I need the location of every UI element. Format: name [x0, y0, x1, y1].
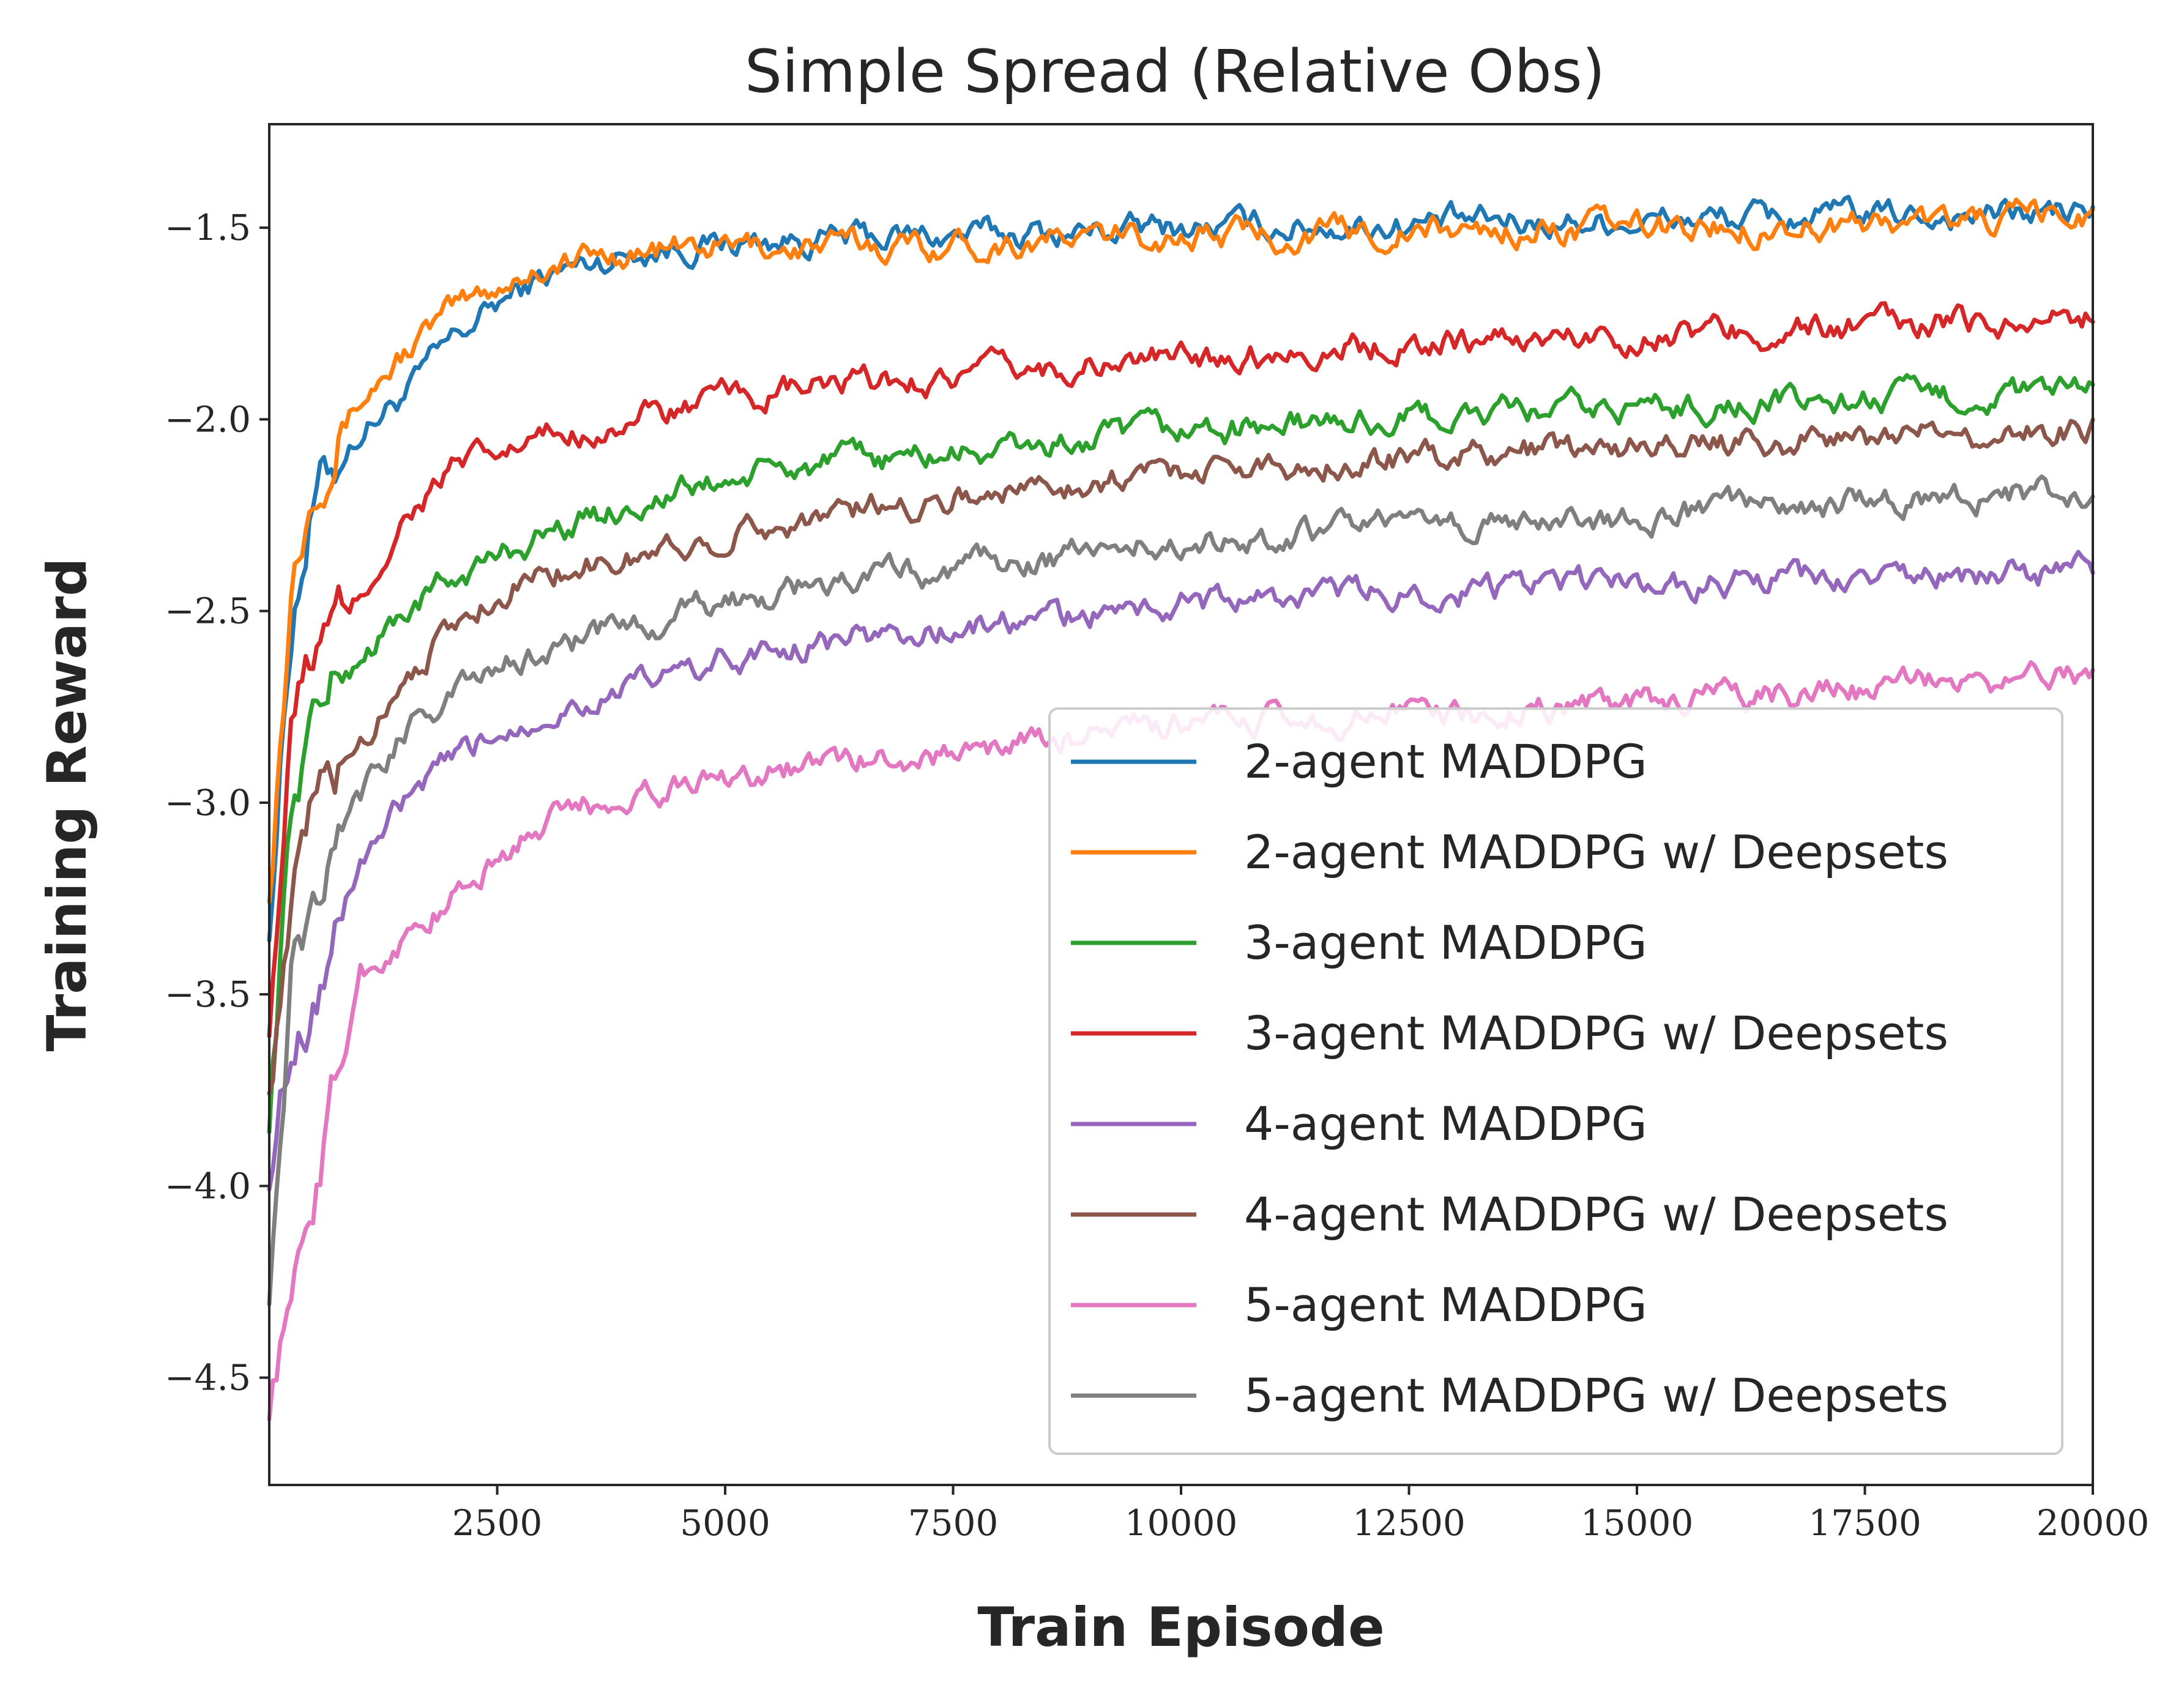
- x-tick-label: 2500: [452, 1502, 543, 1544]
- legend-label: 3-agent MADDPG: [1244, 915, 1647, 970]
- y-tick-label: −4.0: [165, 1165, 251, 1207]
- y-tick-label: −2.5: [165, 590, 251, 632]
- x-tick-label: 17500: [1808, 1502, 1921, 1544]
- legend-label: 4-agent MADDPG: [1244, 1096, 1647, 1151]
- y-axis-label: Training Reward: [35, 558, 99, 1052]
- series-line: [267, 417, 2095, 1096]
- legend-box: [1048, 707, 2063, 1455]
- series-line: [267, 301, 2095, 1038]
- legend-label: 5-agent MADDPG w/ Deepsets: [1244, 1368, 1948, 1423]
- legend-label: 2-agent MADDPG w/ Deepsets: [1244, 825, 1948, 879]
- x-tick-label: 5000: [680, 1502, 770, 1544]
- legend-label: 2-agent MADDPG: [1244, 734, 1647, 789]
- legend: 2-agent MADDPG 2-agent MADDPG w/ Deepsets…: [1048, 707, 2063, 1455]
- chart-title: Simple Spread (Relative Obs): [745, 37, 1605, 106]
- x-axis-label: Train Episode: [977, 1596, 1384, 1659]
- series-line: [267, 474, 2095, 1307]
- series-line: [267, 373, 2095, 1134]
- x-tick-label: 10000: [1125, 1502, 1238, 1544]
- legend-label: 3-agent MADDPG w/ Deepsets: [1244, 1006, 1948, 1060]
- legend-label: 5-agent MADDPG: [1244, 1278, 1647, 1332]
- y-tick-label: −2.0: [165, 398, 251, 440]
- x-axis: 2500 5000 7500 10000 12500 15000 17500 20000: [452, 1485, 2150, 1544]
- y-tick-label: −3.0: [165, 782, 251, 824]
- y-tick-label: −4.5: [165, 1357, 251, 1399]
- y-tick-label: −3.5: [165, 973, 251, 1015]
- series-line: [267, 549, 2095, 1192]
- y-axis: −1.5 −2.0 −2.5 −3.0 −3.5 −4.0 −4.5: [165, 207, 269, 1399]
- x-tick-label: 12500: [1352, 1502, 1466, 1544]
- legend-label: 4-agent MADDPG w/ Deepsets: [1244, 1187, 1948, 1241]
- x-tick-label: 20000: [2037, 1502, 2150, 1544]
- x-tick-label: 15000: [1581, 1502, 1694, 1544]
- x-tick-label: 7500: [908, 1502, 999, 1544]
- y-tick-label: −1.5: [165, 207, 251, 248]
- series-line: [267, 197, 2095, 904]
